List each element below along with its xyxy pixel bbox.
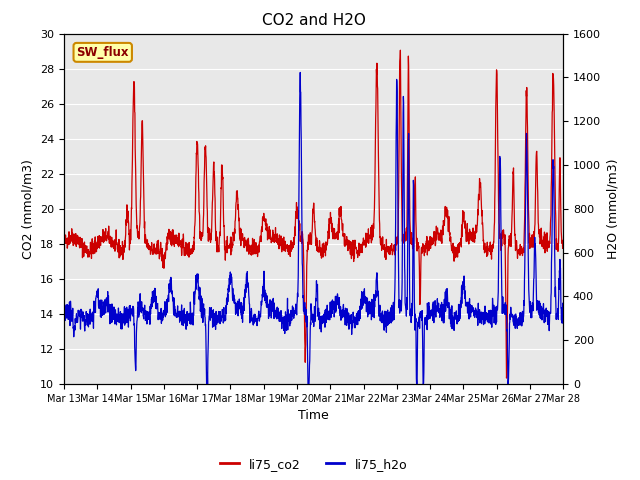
Legend: li75_co2, li75_h2o: li75_co2, li75_h2o [215,453,412,476]
Text: SW_flux: SW_flux [77,46,129,59]
Title: CO2 and H2O: CO2 and H2O [262,13,365,28]
X-axis label: Time: Time [298,409,329,422]
Y-axis label: H2O (mmol/m3): H2O (mmol/m3) [607,158,620,259]
Y-axis label: CO2 (mmol/m3): CO2 (mmol/m3) [22,159,35,259]
